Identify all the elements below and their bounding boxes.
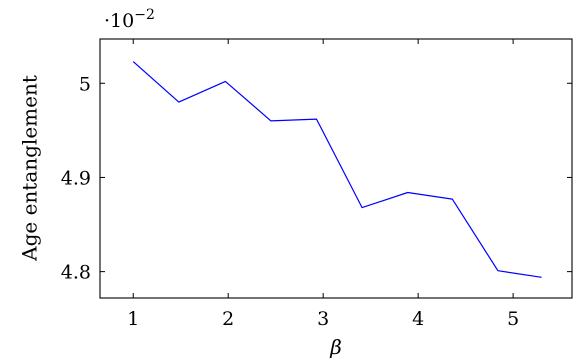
x-tick-label: 5 xyxy=(507,308,519,330)
y-scale-factor: ·10−2 xyxy=(104,7,155,32)
y-ticks: 4.8 4.9 5 xyxy=(61,73,572,284)
series-layer xyxy=(132,61,542,278)
x-tick-label: 2 xyxy=(222,308,234,330)
y-axis-label: Age entanglement xyxy=(18,75,42,262)
x-axis-label: β xyxy=(329,335,342,359)
y-tick-label: 4.8 xyxy=(61,262,91,284)
x-tick-label: 4 xyxy=(412,308,424,330)
x-tick-label: 3 xyxy=(317,308,329,330)
x-tick-label: 1 xyxy=(127,308,139,330)
x-ticks: 1 2 3 4 5 xyxy=(127,39,519,330)
plot-frame xyxy=(99,38,573,299)
y-scale-factor-base: ·10 xyxy=(104,10,134,32)
y-tick-label: 5 xyxy=(79,73,91,95)
y-tick-label: 4.9 xyxy=(61,167,91,189)
series-line xyxy=(132,61,542,278)
y-scale-factor-exponent: −2 xyxy=(134,7,155,23)
